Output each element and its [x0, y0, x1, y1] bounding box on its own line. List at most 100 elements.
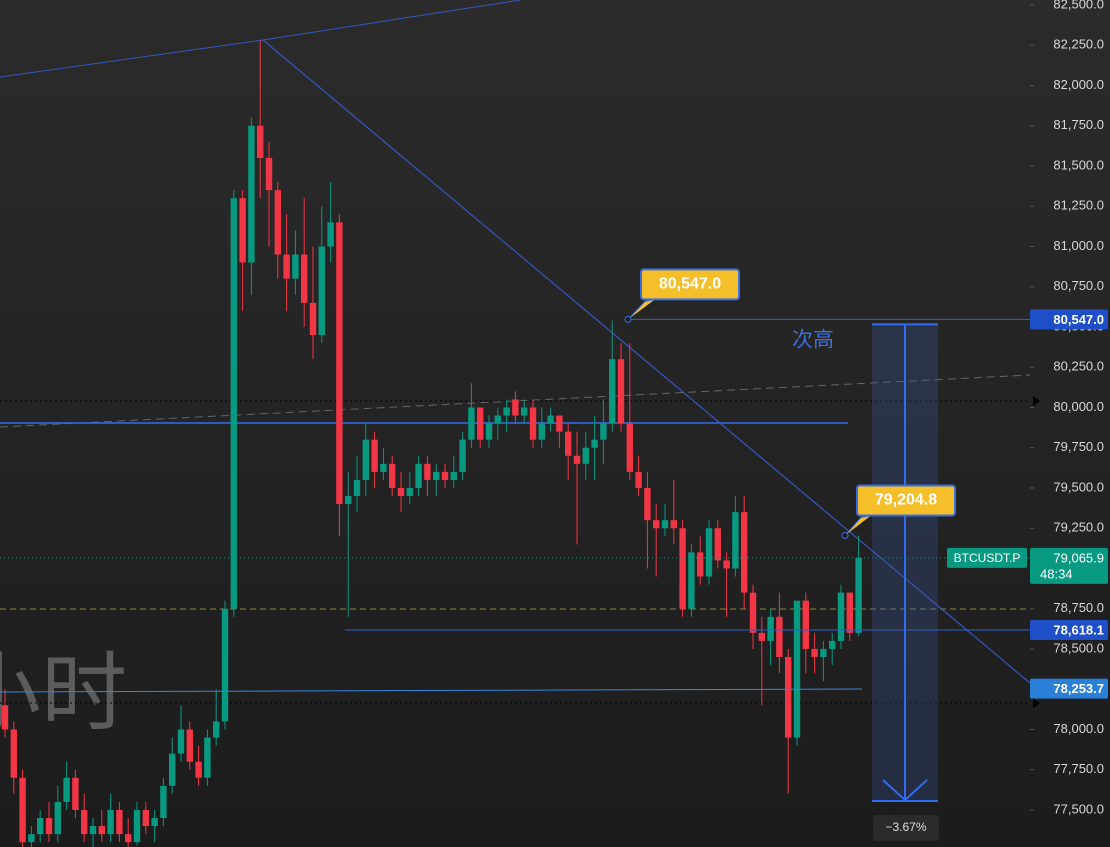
y-tick-label: 79,500.0 [1053, 479, 1104, 494]
callout-anchor [841, 532, 849, 540]
candle-body [221, 608, 229, 722]
candle-body [776, 616, 783, 658]
y-tick-label: 80,250.0 [1053, 359, 1104, 374]
y-tick-label: 81,750.0 [1053, 117, 1104, 132]
price-tag-label: 80,547.0 [1053, 312, 1104, 327]
candle-body [512, 399, 519, 416]
candle-body [732, 512, 739, 569]
candle-body [397, 487, 405, 497]
axis-marker [1033, 396, 1040, 406]
callout-box [640, 268, 740, 301]
candle-body [855, 557, 862, 633]
candle-body [529, 407, 537, 440]
trend-line [262, 39, 1031, 684]
candle-body [265, 157, 273, 191]
measure-arrowhead [882, 779, 928, 802]
candle-body [424, 463, 431, 480]
callout-label: 79,204.8 [875, 492, 937, 509]
symbol-label: BTCUSDT.P [954, 551, 1021, 565]
candle-body [688, 552, 695, 609]
y-tick-label: 78,500.0 [1053, 640, 1104, 655]
y-tick-label: 82,250.0 [1053, 37, 1104, 52]
y-tick-label: 81,000.0 [1053, 238, 1104, 253]
candle-body [468, 407, 475, 440]
candle-body [371, 439, 378, 472]
trend-line [262, 0, 521, 41]
candle-body [186, 729, 193, 762]
candle-body [37, 818, 44, 835]
measure-label-bg [873, 815, 939, 841]
y-tick-label: 79,250.0 [1053, 520, 1104, 535]
candle-body [477, 407, 484, 440]
candle-body [670, 520, 677, 529]
candle-body [767, 616, 774, 641]
candle-body [125, 834, 132, 843]
watermark: 小时 [0, 646, 127, 742]
candle-body [309, 302, 317, 336]
candle-body [679, 528, 686, 609]
y-tick-label: 78,750.0 [1053, 600, 1104, 615]
candle-body [837, 592, 845, 641]
candle-body [829, 640, 836, 649]
candle-body [741, 512, 748, 593]
candle-body [1, 705, 9, 730]
drawings [0, 0, 1031, 704]
candle-body [389, 463, 396, 488]
candle-body [19, 777, 26, 843]
candle-body [538, 423, 545, 440]
measure-label: −3.67% [885, 820, 926, 834]
candle-body [195, 761, 202, 778]
candle-body [573, 455, 581, 464]
candle-body [230, 198, 237, 609]
candle-body [72, 777, 79, 810]
candle-body [301, 254, 308, 303]
candle-body [793, 600, 801, 738]
note-text: 次高 [792, 329, 834, 352]
candle-body [160, 785, 167, 819]
candle-body [521, 407, 528, 416]
candle-body [626, 423, 633, 472]
candle-body [591, 439, 598, 448]
candle-body [327, 222, 334, 247]
candle-body [54, 801, 61, 835]
candle-body [28, 834, 35, 843]
candle-body [661, 520, 669, 529]
candle-body [758, 632, 765, 641]
y-tick-label: 81,500.0 [1053, 157, 1104, 172]
price-tag [1030, 619, 1108, 640]
candle-body [547, 415, 554, 424]
candle-body [503, 407, 510, 416]
trend-line [0, 39, 264, 78]
candle-body [705, 528, 713, 577]
price-tag [1030, 309, 1108, 330]
y-tick-label: 80,000.0 [1053, 399, 1104, 414]
callout-label: 80,547.0 [659, 276, 721, 293]
dashed-trend [0, 374, 1031, 428]
candle-body [635, 471, 642, 488]
candle-body [433, 471, 440, 480]
candle-body [450, 471, 457, 480]
candle-body [81, 809, 88, 835]
candle-body [846, 592, 853, 633]
candle-body [336, 222, 343, 505]
candle-body [318, 246, 325, 336]
trend-line [0, 688, 863, 693]
candle-body [697, 552, 704, 577]
countdown: 48:34 [1040, 566, 1073, 581]
y-tick-label: 77,750.0 [1053, 761, 1104, 776]
candle-body [257, 125, 264, 158]
candle-body [177, 729, 185, 754]
candle-body [116, 809, 123, 835]
candle-body [811, 648, 818, 658]
candle-body [151, 818, 158, 827]
y-tick-label: 82,000.0 [1053, 77, 1104, 92]
candle-body [133, 809, 141, 843]
candle-body [353, 479, 361, 497]
candle-body [45, 818, 53, 835]
candle-body [609, 359, 616, 424]
price-tag [1030, 678, 1108, 699]
candle-body [617, 359, 625, 424]
y-tick-label: 77,500.0 [1053, 801, 1104, 816]
candle-body [459, 439, 466, 472]
